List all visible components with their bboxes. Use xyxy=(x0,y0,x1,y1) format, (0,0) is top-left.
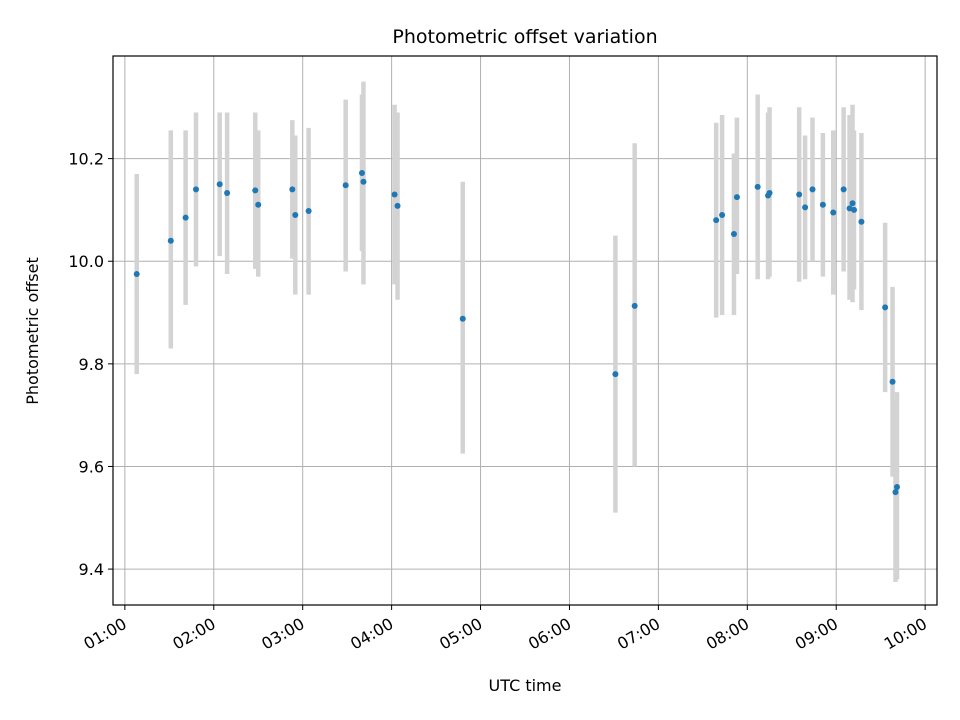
data-point xyxy=(830,209,837,216)
y-tick-label: 10.0 xyxy=(68,252,104,271)
grid xyxy=(113,56,937,605)
data-point xyxy=(730,231,737,238)
data-point xyxy=(305,207,312,214)
data-point xyxy=(889,378,896,385)
plot-frame xyxy=(112,55,938,606)
data-point xyxy=(713,217,720,224)
data-point xyxy=(893,483,900,490)
data-point xyxy=(882,304,889,311)
y-axis: 9.4 9.6 9.8 10.0 10.2 xyxy=(68,150,113,579)
data-point xyxy=(167,237,174,244)
data-point xyxy=(252,187,259,194)
data-point xyxy=(754,183,761,190)
x-axis-label: UTC time xyxy=(489,676,562,695)
data-point xyxy=(224,189,231,196)
data-point xyxy=(394,202,401,209)
data-point xyxy=(858,218,865,225)
data-point xyxy=(292,212,299,219)
data-point xyxy=(892,489,899,496)
data-point xyxy=(796,191,803,198)
data-point xyxy=(391,191,398,198)
data-point xyxy=(840,186,847,193)
chart-title: Photometric offset variation xyxy=(392,26,657,48)
x-tick-label: 03:00 xyxy=(258,614,307,654)
data-point xyxy=(802,204,809,211)
data-point xyxy=(182,214,189,221)
x-tick-label: 04:00 xyxy=(347,614,396,654)
data-point xyxy=(809,186,816,193)
x-tick-label: 06:00 xyxy=(525,614,574,654)
data-point xyxy=(733,194,740,201)
y-axis-label: Photometric offset xyxy=(23,257,42,405)
x-tick-label: 09:00 xyxy=(792,614,841,654)
data-point xyxy=(849,200,856,207)
x-tick-label: 10:00 xyxy=(881,614,930,654)
x-tick-label: 02:00 xyxy=(169,614,218,654)
x-tick-label: 07:00 xyxy=(614,614,663,654)
data-point xyxy=(766,189,773,196)
data-point xyxy=(459,315,466,322)
data-point xyxy=(133,271,140,278)
data-point xyxy=(289,186,296,193)
data-point xyxy=(192,186,199,193)
data-point xyxy=(612,371,619,378)
x-axis: 01:00 02:00 03:00 04:00 05:00 06:00 07:00 08:00… xyxy=(80,605,930,654)
data-point xyxy=(216,181,223,188)
y-tick-label: 9.6 xyxy=(79,457,104,476)
data-point xyxy=(358,169,365,176)
y-tick-label: 10.2 xyxy=(68,150,104,169)
data-point xyxy=(255,201,262,208)
data-point xyxy=(360,178,367,185)
y-tick-label: 9.4 xyxy=(79,560,104,579)
x-tick-label: 05:00 xyxy=(436,614,485,654)
data-point xyxy=(819,201,826,208)
data-point xyxy=(631,302,638,309)
data-point xyxy=(342,182,349,189)
x-tick-label: 08:00 xyxy=(703,614,752,654)
y-tick-label: 9.8 xyxy=(79,355,104,374)
x-tick-label: 01:00 xyxy=(80,614,129,654)
data-points xyxy=(133,169,900,496)
data-point xyxy=(719,212,726,219)
data-point xyxy=(851,206,858,213)
